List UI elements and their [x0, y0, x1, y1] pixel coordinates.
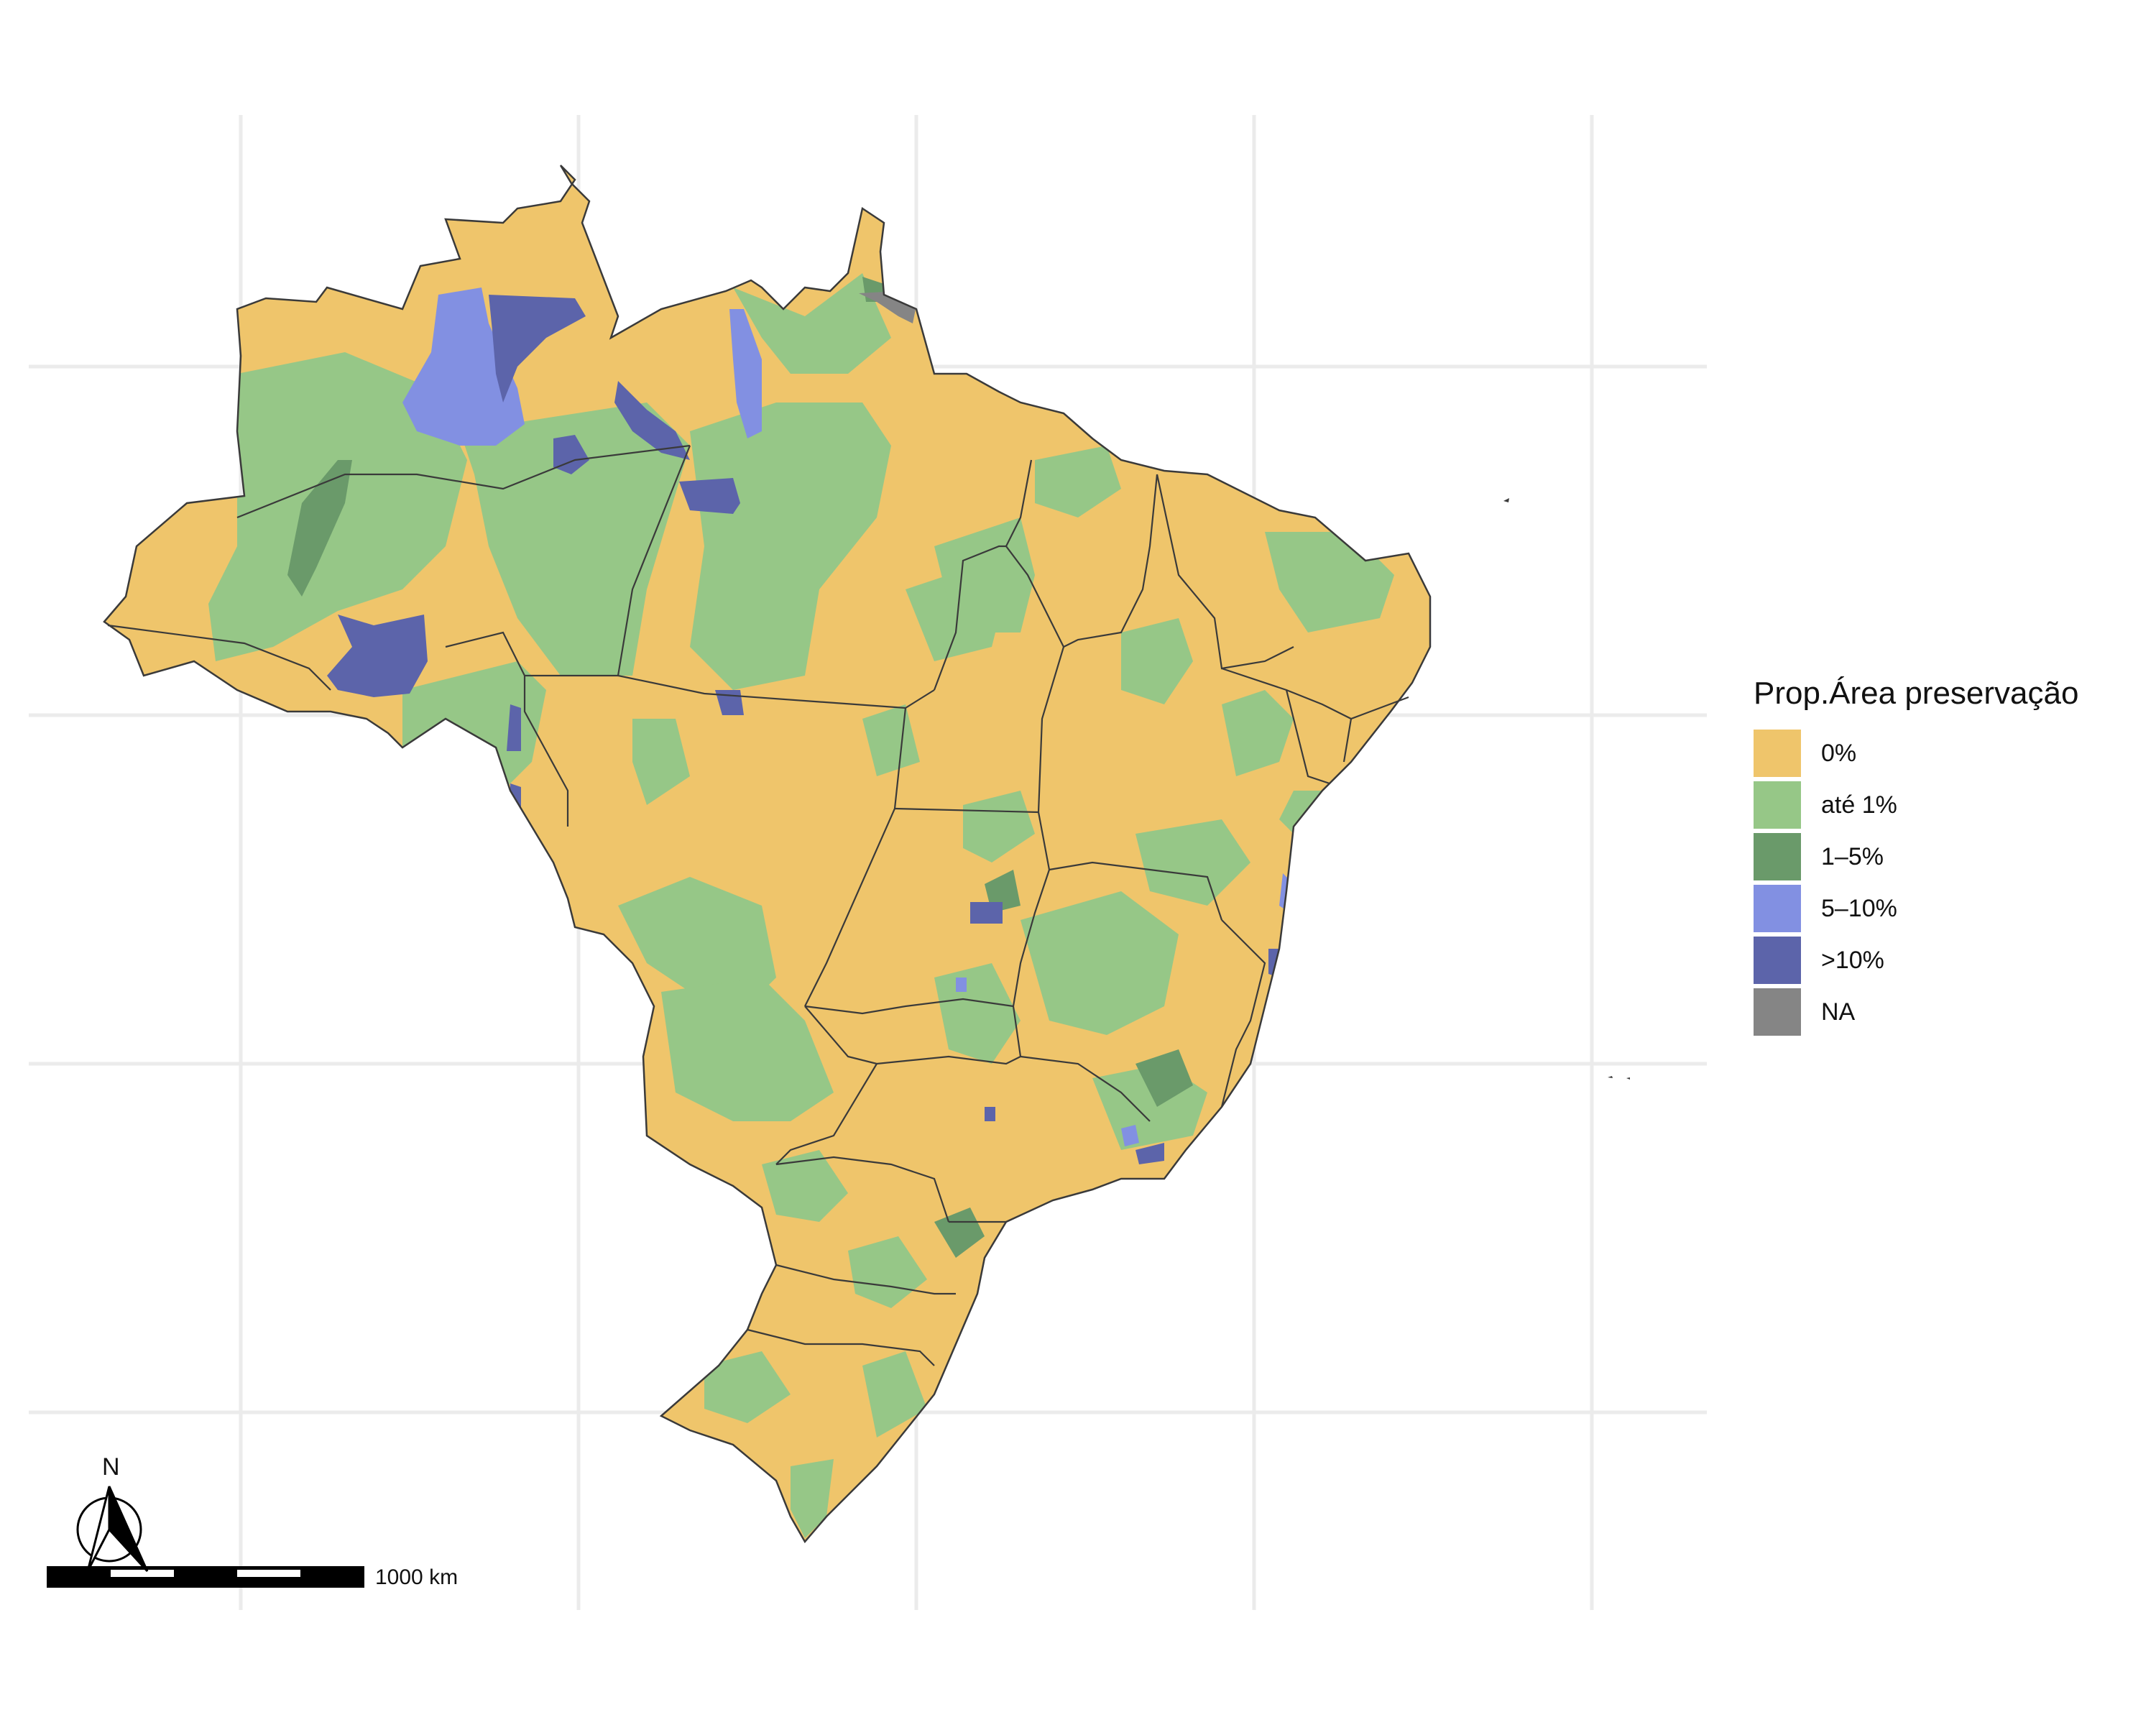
legend-label-over-10pct: >10% — [1821, 946, 1884, 974]
legend-label-5-10pct: 5–10% — [1821, 894, 1897, 922]
north-label: N — [102, 1453, 120, 1481]
scale-bar — [47, 1566, 364, 1588]
legend-swatch-ate-1pct — [1754, 781, 1801, 829]
state-borders — [107, 444, 1409, 1366]
legend-label-0pct: 0% — [1821, 739, 1857, 767]
class-over-10pct-areas — [327, 295, 1286, 1164]
legend-label-1-5pct: 1–5% — [1821, 842, 1884, 870]
legend-label-na: NA — [1821, 998, 1856, 1026]
legend-swatch-0pct — [1754, 730, 1801, 777]
islands — [1503, 498, 1630, 1080]
legend-swatch-5-10pct — [1754, 885, 1801, 932]
legend-item-0pct: 0% — [1754, 727, 2078, 779]
legend: Prop.Área preservação 0% até 1% 1–5% 5–1… — [1754, 676, 2078, 1038]
legend-item-5-10pct: 5–10% — [1754, 883, 2078, 934]
legend-swatch-na — [1754, 988, 1801, 1036]
legend-item-over-10pct: >10% — [1754, 934, 2078, 986]
legend-title: Prop.Área preservação — [1754, 676, 2079, 711]
brazil-territory — [103, 164, 1432, 1543]
legend-item-1-5pct: 1–5% — [1754, 831, 2078, 883]
legend-item-na: NA — [1754, 986, 2078, 1038]
scale-bar-label: 1000 km — [375, 1565, 459, 1589]
legend-item-ate-1pct: até 1% — [1754, 779, 2078, 831]
legend-swatch-1-5pct — [1754, 833, 1801, 880]
legend-swatch-over-10pct — [1754, 937, 1801, 984]
class-5-10pct-areas — [402, 288, 1294, 1146]
class-ate-1pct-areas — [208, 273, 1394, 1538]
north-arrow-icon — [76, 1486, 149, 1573]
legend-label-ate-1pct: até 1% — [1821, 791, 1897, 819]
municipality-classes — [208, 273, 1394, 1538]
